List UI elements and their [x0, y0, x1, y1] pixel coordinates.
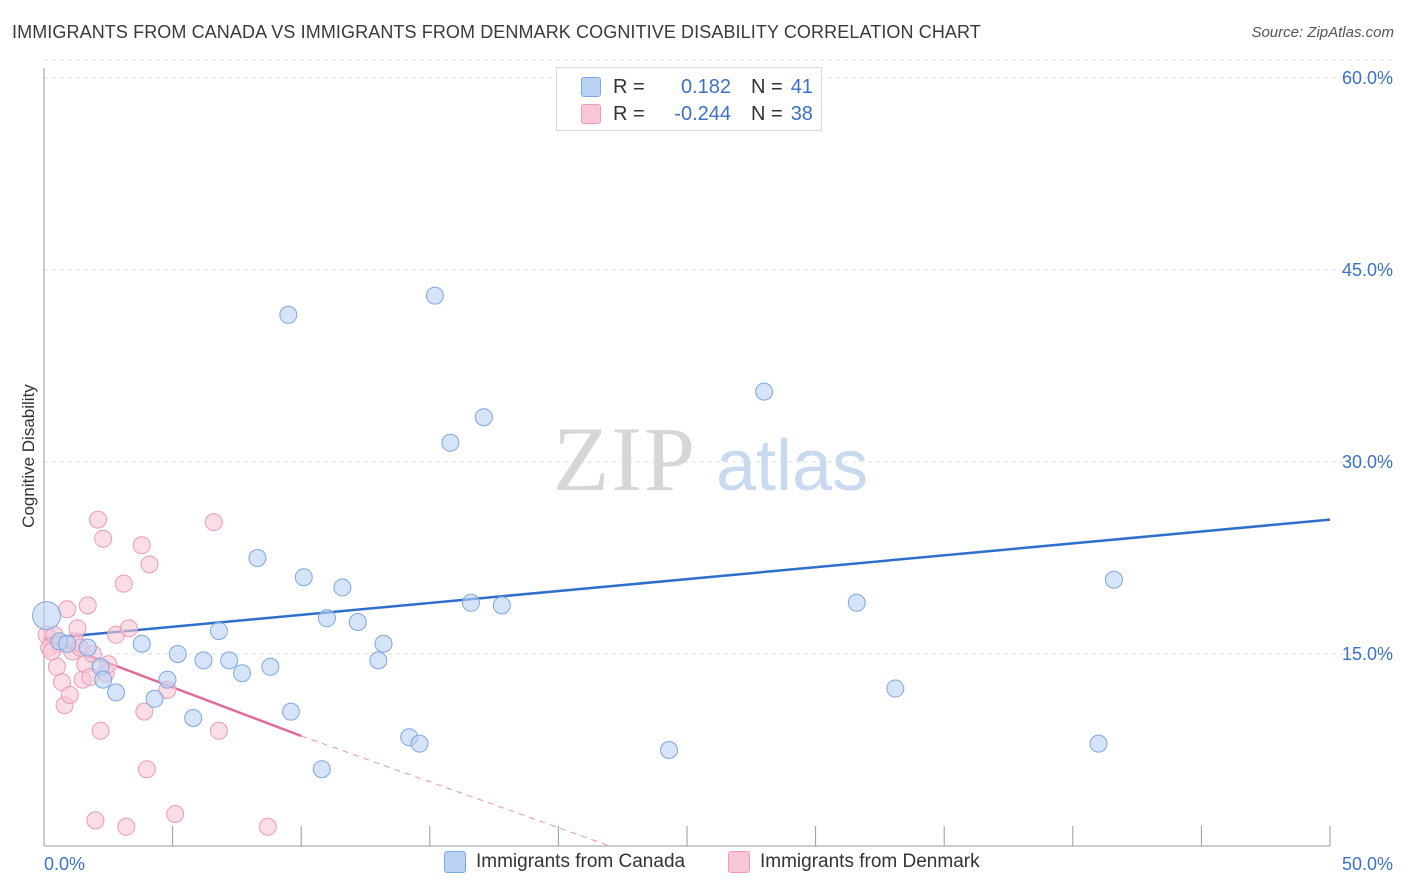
trendline-canada	[43, 518, 1331, 640]
data-point-canada	[209, 621, 228, 640]
data-point-canada	[158, 670, 177, 689]
data-point-denmark	[86, 811, 105, 830]
data-point-canada	[1104, 570, 1123, 589]
data-point-denmark	[258, 817, 277, 836]
y-tick-label: 45.0%	[1342, 260, 1393, 280]
data-point-denmark	[91, 721, 110, 740]
data-point-denmark	[68, 619, 87, 638]
data-point-denmark	[117, 817, 136, 836]
data-point-canada	[461, 593, 480, 612]
data-point-canada	[1089, 734, 1108, 753]
legend-row-denmark: R = -0.244 N = 38	[581, 102, 813, 126]
watermark: ZIP atlas	[553, 408, 868, 510]
trendline-denmark-extension	[301, 735, 611, 847]
data-point-canada	[441, 433, 460, 452]
data-point-canada	[107, 683, 126, 702]
data-point-denmark	[137, 760, 156, 779]
legend-item-canada[interactable]: Immigrants from Canada	[444, 851, 685, 873]
data-point-canada	[32, 601, 62, 631]
y-tick-label: 30.0%	[1342, 452, 1393, 472]
data-point-denmark	[140, 555, 159, 574]
data-point-canada	[425, 286, 444, 305]
watermark-atlas: atlas	[716, 426, 868, 506]
data-point-canada	[233, 664, 252, 683]
x-tick-label: 0.0%	[44, 854, 85, 874]
data-point-canada	[145, 689, 164, 708]
data-point-canada	[333, 578, 352, 597]
data-point-denmark	[60, 685, 79, 704]
data-point-denmark	[132, 536, 151, 555]
data-point-denmark	[119, 619, 138, 638]
data-point-denmark	[135, 702, 154, 721]
trend-lines	[43, 518, 1331, 847]
legend-n-value: 41	[790, 75, 813, 98]
data-point-canada	[132, 634, 151, 653]
data-point-canada	[184, 709, 203, 727]
y-tick-labels: 15.0% 30.0% 45.0% 60.0%	[1342, 68, 1393, 664]
data-point-canada	[294, 568, 313, 587]
data-point-canada	[220, 651, 239, 670]
correlation-legend: R = 0.182 N = 41 R = -0.244 N = 38	[556, 67, 822, 131]
data-point-canada	[312, 760, 331, 779]
legend-swatch-denmark	[728, 851, 750, 873]
legend-swatch-canada	[444, 851, 466, 873]
data-point-canada	[847, 593, 866, 612]
y-tick-label: 60.0%	[1342, 68, 1393, 88]
data-point-canada	[886, 679, 905, 698]
legend-n-label: N =	[751, 102, 783, 125]
series-canada-points	[32, 94, 1123, 779]
data-point-denmark	[47, 657, 66, 676]
data-point-canada	[659, 741, 678, 759]
data-point-canada	[261, 657, 280, 676]
data-point-denmark	[58, 600, 77, 619]
data-point-denmark	[114, 574, 133, 593]
data-point-canada	[348, 613, 367, 631]
legend-swatch-denmark	[581, 104, 601, 124]
data-point-canada	[248, 549, 267, 567]
data-point-canada	[58, 634, 77, 653]
legend-n-label: N =	[751, 75, 783, 98]
legend-r-label: R =	[613, 102, 645, 125]
y-axis-label: Cognitive Disability	[19, 384, 38, 528]
data-point-denmark	[89, 510, 108, 529]
data-point-denmark	[94, 529, 113, 548]
legend-label-denmark: Immigrants from Denmark	[760, 851, 980, 872]
data-point-canada	[281, 702, 300, 721]
data-point-denmark	[166, 805, 185, 823]
grid-lines	[44, 59, 1394, 655]
legend-swatch-canada	[581, 77, 601, 97]
data-point-canada	[492, 596, 511, 615]
legend-item-denmark[interactable]: Immigrants from Denmark	[728, 851, 980, 873]
data-point-denmark	[209, 721, 228, 740]
chart-title: IMMIGRANTS FROM CANADA VS IMMIGRANTS FRO…	[12, 22, 981, 42]
axes	[43, 68, 1331, 847]
legend-row-canada: R = 0.182 N = 41	[581, 75, 813, 99]
data-point-denmark	[204, 513, 223, 532]
legend-r-value: 0.182	[680, 75, 731, 98]
data-point-canada	[317, 609, 336, 628]
data-point-denmark	[78, 596, 97, 615]
legend-r-label: R =	[613, 75, 645, 98]
data-point-canada	[374, 634, 393, 653]
data-point-canada	[78, 638, 97, 657]
legend-r-value: -0.244	[674, 102, 731, 125]
x-tick-label: 50.0%	[1342, 854, 1393, 874]
data-point-canada	[410, 734, 429, 753]
data-point-canada	[474, 408, 493, 427]
data-point-canada	[94, 670, 113, 689]
chart-source: Source: ZipAtlas.com	[1251, 24, 1394, 41]
data-point-canada	[168, 645, 187, 663]
legend-n-value: 38	[790, 102, 813, 125]
data-point-canada	[755, 382, 774, 401]
data-point-canada	[194, 651, 213, 670]
y-tick-label: 15.0%	[1342, 644, 1393, 664]
series-legend: Immigrants from Canada Immigrants from D…	[0, 851, 1406, 879]
watermark-zip: ZIP	[553, 408, 697, 510]
x-tick-labels: 0.0% 50.0%	[44, 854, 1393, 874]
data-point-canada	[369, 651, 388, 670]
data-point-canada	[279, 305, 298, 324]
legend-label-canada: Immigrants from Canada	[476, 851, 686, 872]
